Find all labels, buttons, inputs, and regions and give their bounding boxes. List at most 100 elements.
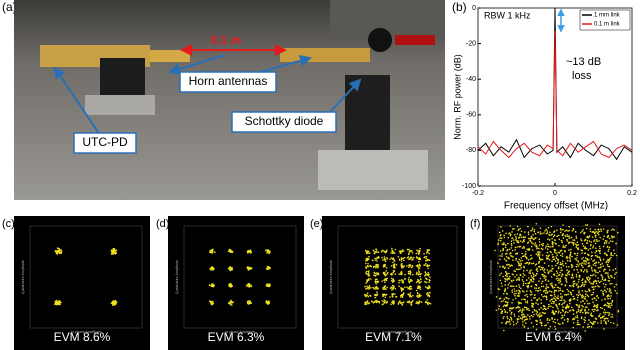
symbol-point (501, 322, 503, 324)
symbol-point (572, 326, 574, 329)
symbol-point (558, 282, 560, 284)
symbol-point (585, 227, 588, 230)
symbol-point (535, 328, 538, 331)
symbol-point (382, 295, 384, 298)
symbol-point (570, 293, 573, 296)
symbol-point (586, 278, 589, 281)
symbol-point (420, 272, 422, 275)
symbol-point (605, 253, 607, 255)
symbol-point (610, 235, 613, 237)
axis-label: Quadrature Amplitude (329, 260, 333, 294)
symbol-point (393, 265, 396, 267)
symbol-point (231, 266, 233, 269)
symbol-point (268, 267, 270, 270)
symbol-point (411, 264, 414, 267)
symbol-point (603, 279, 605, 282)
symbol-point (416, 287, 419, 290)
symbol-point (561, 263, 564, 265)
symbol-point (408, 300, 411, 303)
symbol-point (523, 306, 526, 309)
symbol-point (495, 309, 498, 312)
symbol-point (248, 267, 250, 270)
symbol-point (584, 306, 587, 309)
symbol-point (543, 277, 546, 279)
symbol-point (507, 236, 510, 239)
symbol-point (599, 306, 602, 309)
symbol-point (513, 313, 515, 316)
symbol-point (558, 244, 560, 247)
y-tick-label: -100 (462, 183, 476, 190)
symbol-point (562, 302, 564, 305)
symbol-point (426, 299, 429, 301)
symbol-point (55, 252, 58, 254)
symbol-point (561, 252, 564, 255)
symbol-point (535, 244, 538, 247)
symbol-point (605, 320, 607, 323)
symbol-point (601, 307, 604, 310)
symbol-point (506, 320, 508, 323)
symbol-point (534, 237, 536, 240)
symbol-point (564, 251, 566, 253)
symbol-point (508, 263, 510, 266)
symbol-point (571, 255, 573, 258)
symbol-point (529, 258, 532, 260)
symbol-point (558, 290, 560, 292)
symbol-point (593, 321, 595, 323)
axis-label: In-phase Amplitude (225, 330, 255, 334)
symbol-point (529, 294, 532, 296)
symbol-point (581, 249, 584, 252)
symbol-point (378, 302, 381, 304)
symbol-point (530, 285, 533, 288)
symbol-point (504, 266, 506, 269)
symbol-point (377, 266, 379, 269)
symbol-point (597, 267, 600, 269)
symbol-point (403, 256, 406, 259)
symbol-point (365, 272, 367, 274)
symbol-point (511, 289, 513, 292)
symbol-point (584, 231, 586, 234)
symbol-point (576, 316, 579, 319)
symbol-point (599, 258, 602, 261)
symbol-point (556, 296, 558, 299)
axis-label: Quadrature Amplitude (175, 260, 179, 294)
constellation-bg (168, 216, 304, 350)
symbol-point (612, 254, 614, 257)
symbol-point (545, 283, 548, 286)
symbol-point (417, 270, 420, 272)
symbol-point (401, 273, 403, 276)
symbol-point (592, 323, 594, 326)
symbol-point (606, 260, 608, 263)
symbol-point (582, 245, 585, 247)
symbol-point (511, 264, 513, 267)
symbol-point (606, 231, 609, 234)
symbol-point (407, 256, 410, 258)
symbol-point (581, 308, 583, 311)
symbol-point (385, 294, 387, 296)
symbol-point (586, 294, 589, 297)
symbol-point (509, 233, 512, 236)
symbol-point (516, 321, 519, 323)
symbol-point (536, 247, 538, 250)
symbol-point (608, 280, 611, 282)
symbol-point (365, 250, 367, 253)
symbol-point (538, 261, 541, 263)
symbol-point (498, 297, 501, 300)
symbol-point (585, 261, 588, 263)
symbol-point (501, 285, 503, 287)
symbol-point (593, 239, 596, 241)
symbol-point (593, 308, 595, 311)
symbol-point (373, 287, 375, 290)
symbol-point (605, 283, 607, 286)
symbol-point (520, 257, 522, 259)
symbol-point (595, 271, 597, 274)
symbol-point (513, 293, 515, 295)
symbol-point (524, 253, 527, 256)
symbol-point (528, 277, 530, 279)
symbol-point (539, 277, 542, 280)
symbol-point (519, 292, 521, 294)
symbol-point (600, 230, 603, 232)
symbol-point (572, 284, 574, 287)
symbol-point (592, 245, 595, 247)
symbol-point (581, 264, 583, 267)
symbol-point (391, 287, 394, 289)
